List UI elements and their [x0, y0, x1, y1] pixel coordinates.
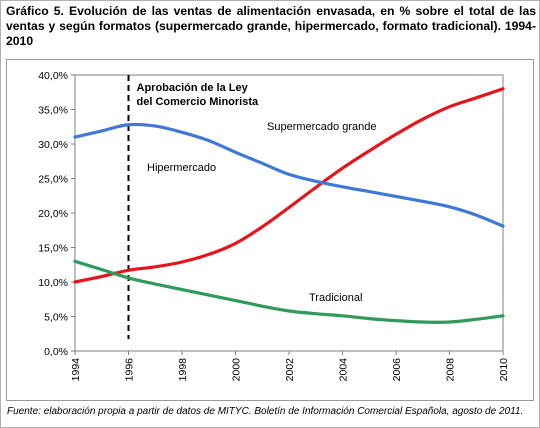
y-tick-label: 0,0%: [44, 346, 68, 358]
series-label-supermercado-grande: Supermercado grande: [267, 121, 376, 133]
series-labels: Supermercado grande Hipermercado Tradicion…: [147, 121, 376, 304]
annotation-line-2: del Comercio Minorista: [137, 96, 260, 108]
y-tick-label: 20,0%: [38, 208, 68, 220]
annotation-line-1: Aprobación de la Ley: [137, 82, 249, 94]
chart-area: 0,0% 5,0% 10,0% 15,0% 20,0% 25,0% 30,0% 35,0% 40…: [6, 59, 534, 401]
x-tick-label: 1994: [70, 358, 82, 382]
series-label-hipermercado: Hipermercado: [147, 162, 216, 174]
x-tick-labels: 1994 1996 1998 2000 2002 2004 2006 2008 2010: [70, 358, 510, 382]
x-tick-label: 1996: [124, 358, 136, 382]
series-line-tradicional: [73, 259, 505, 324]
series-line-supermercado-grande: [73, 87, 505, 284]
series-line-hipermercado: [73, 122, 505, 228]
series-label-tradicional: Tradicional: [309, 292, 362, 304]
y-tick-label: 15,0%: [38, 243, 68, 255]
y-tick-label: 10,0%: [38, 277, 68, 289]
y-tick-labels: 0,0% 5,0% 10,0% 15,0% 20,0% 25,0% 30,0% 35,0% 40…: [38, 70, 68, 358]
x-tick-label: 2008: [445, 358, 457, 382]
x-tick-label: 2006: [391, 358, 403, 382]
x-tick-label: 2000: [231, 358, 243, 382]
y-tick-label: 5,0%: [44, 312, 68, 324]
x-tick-label: 1998: [177, 358, 189, 382]
x-tick-label: 2002: [284, 358, 296, 382]
y-tick-label: 30,0%: [38, 139, 68, 151]
x-tick-label: 2004: [338, 358, 350, 382]
y-tick-label: 35,0%: [38, 105, 68, 117]
source-note: Fuente: elaboración propia a partir de d…: [7, 406, 524, 417]
y-tick-label: 25,0%: [38, 174, 68, 186]
y-tick-label: 40,0%: [38, 70, 68, 82]
chart-title: Gráfico 5. Evolución de las ventas de al…: [6, 4, 536, 48]
series-lines: [73, 87, 505, 324]
x-tick-label: 2010: [498, 358, 510, 382]
axes: [71, 74, 504, 355]
reference-line-group: Aprobación de la Ley del Comercio Minoris…: [127, 75, 260, 339]
line-chart: 0,0% 5,0% 10,0% 15,0% 20,0% 25,0% 30,0% 35,0% 40…: [38, 70, 510, 382]
